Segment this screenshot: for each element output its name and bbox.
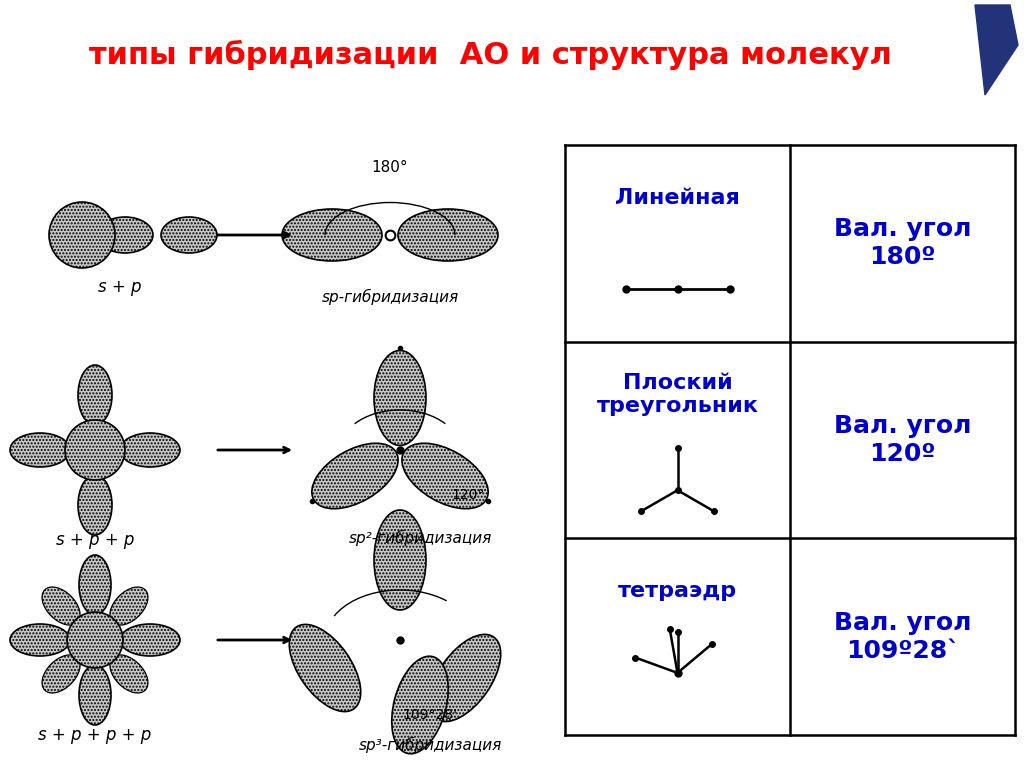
- Ellipse shape: [120, 624, 180, 656]
- Text: Вал. угол
120º: Вал. угол 120º: [834, 414, 971, 466]
- Text: Вал. угол
109º28`: Вал. угол 109º28`: [834, 611, 971, 663]
- Text: Линейная: Линейная: [615, 188, 740, 208]
- Ellipse shape: [78, 475, 112, 535]
- Ellipse shape: [282, 209, 382, 261]
- Ellipse shape: [42, 655, 80, 693]
- Ellipse shape: [392, 656, 449, 753]
- Text: типы гибридизации  АО и структура молекул: типы гибридизации АО и структура молекул: [88, 40, 892, 70]
- Circle shape: [67, 612, 123, 668]
- Ellipse shape: [42, 587, 80, 625]
- Text: sp-гибридизация: sp-гибридизация: [322, 289, 459, 305]
- Ellipse shape: [289, 624, 360, 712]
- Circle shape: [49, 202, 115, 268]
- Ellipse shape: [161, 217, 217, 253]
- Text: s + p + p + p: s + p + p + p: [38, 726, 152, 744]
- Ellipse shape: [312, 443, 398, 508]
- Ellipse shape: [374, 350, 426, 445]
- Ellipse shape: [79, 555, 111, 615]
- Ellipse shape: [110, 587, 148, 625]
- Ellipse shape: [97, 217, 153, 253]
- Text: sp²-гибридизация: sp²-гибридизация: [348, 530, 492, 546]
- Text: 109°28': 109°28': [402, 708, 458, 722]
- Ellipse shape: [429, 634, 501, 722]
- Ellipse shape: [10, 433, 70, 467]
- Ellipse shape: [398, 209, 498, 261]
- Ellipse shape: [10, 624, 70, 656]
- Text: 180°: 180°: [372, 160, 409, 174]
- Ellipse shape: [120, 433, 180, 467]
- Text: sp³-гибридизация: sp³-гибридизация: [358, 737, 502, 753]
- Text: Плоский
треугольник: Плоский треугольник: [597, 373, 759, 416]
- Text: 120°: 120°: [452, 488, 484, 502]
- Ellipse shape: [78, 365, 112, 425]
- Polygon shape: [975, 5, 1018, 95]
- Text: тетраэдр: тетраэдр: [617, 581, 737, 601]
- Text: Вал. угол
180º: Вал. угол 180º: [834, 217, 971, 270]
- Ellipse shape: [110, 655, 148, 693]
- Text: s + p + p: s + p + p: [56, 531, 134, 549]
- Ellipse shape: [401, 443, 488, 508]
- Ellipse shape: [79, 665, 111, 725]
- Circle shape: [65, 420, 125, 480]
- Ellipse shape: [374, 510, 426, 610]
- Text: s + p: s + p: [97, 278, 141, 296]
